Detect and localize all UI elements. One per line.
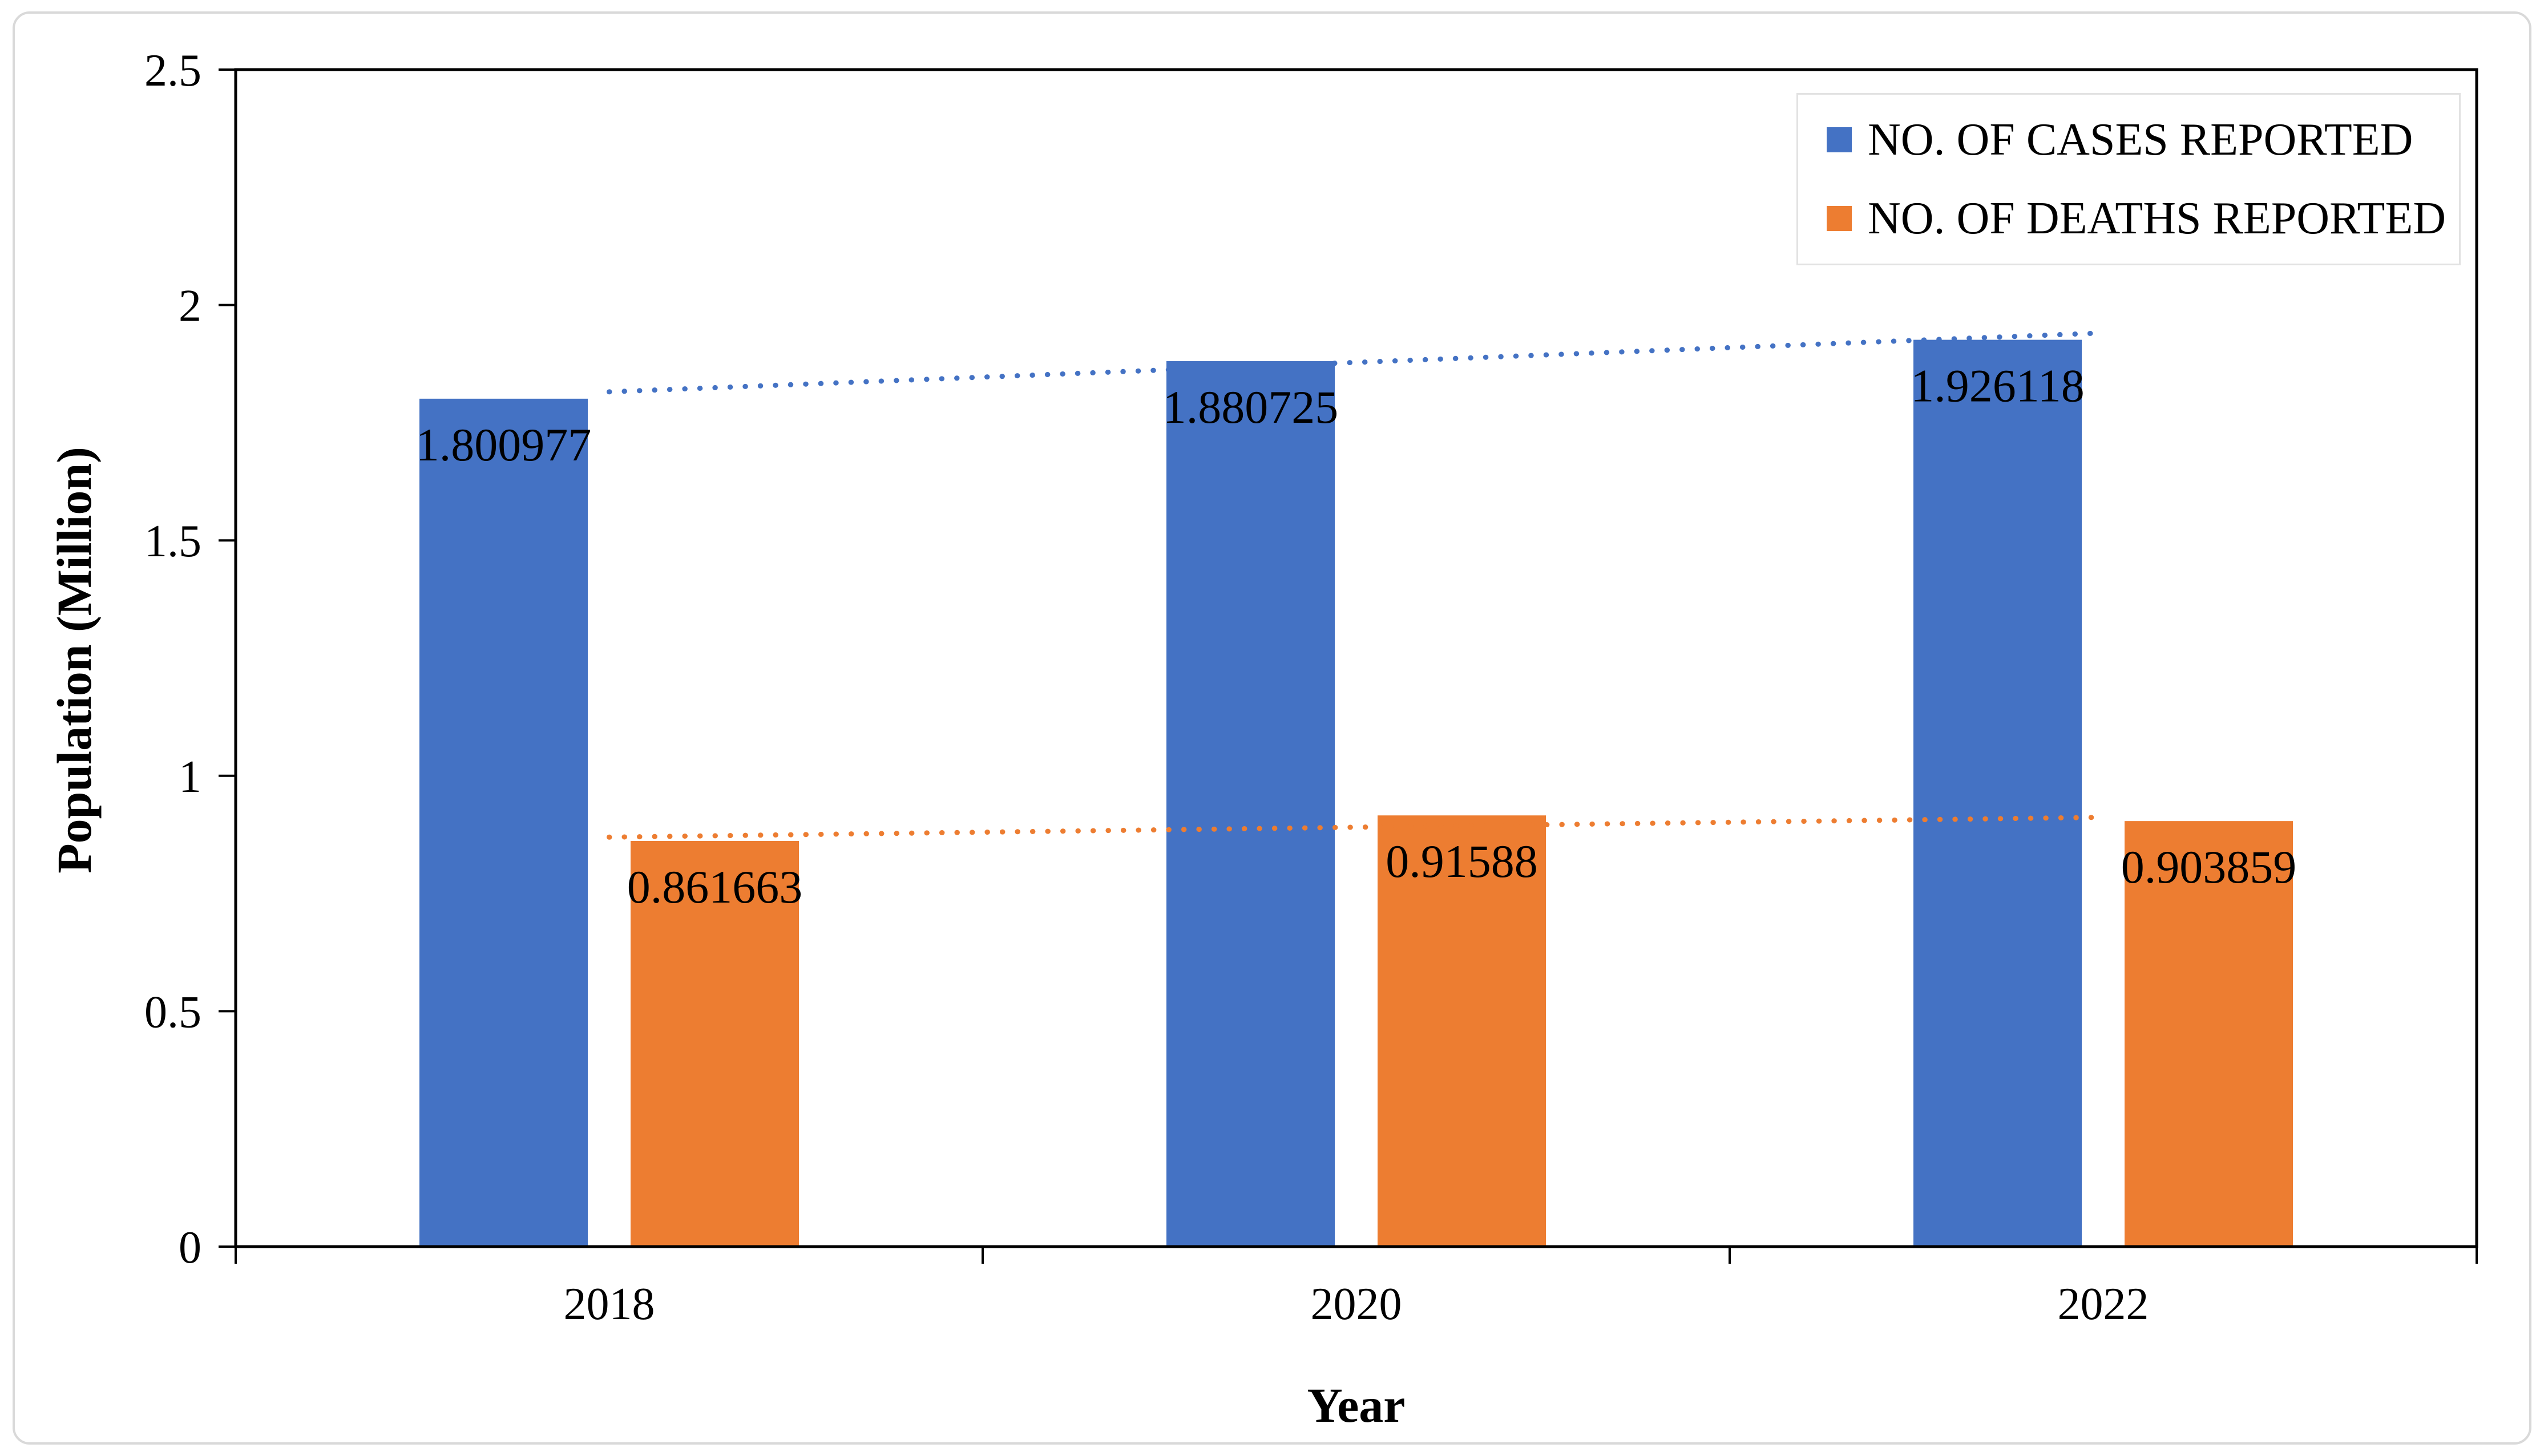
bar-no-of-deaths-reported-2018 — [631, 840, 799, 1247]
legend-label-deaths: NO. OF DEATHS REPORTED — [1868, 193, 2446, 244]
chart-legend: NO. OF CASES REPORTED NO. OF DEATHS REPO… — [1796, 93, 2461, 265]
data-label-no-of-cases-reported-2020: 1.880725 — [1163, 381, 1339, 433]
y-tick-label-0: 0 — [179, 1223, 201, 1273]
y-tick-label-1: 1 — [179, 752, 201, 802]
legend-item-deaths: NO. OF DEATHS REPORTED — [1827, 196, 2459, 241]
x-category-label-2020: 2020 — [1311, 1279, 1402, 1329]
bar-no-of-deaths-reported-2022 — [2125, 821, 2293, 1247]
x-category-label-2018: 2018 — [564, 1279, 655, 1329]
bar-no-of-deaths-reported-2020 — [1378, 815, 1546, 1247]
bar-no-of-cases-reported-2020 — [1166, 361, 1335, 1247]
bar-no-of-cases-reported-2018 — [419, 398, 588, 1247]
y-tick-label-2: 2 — [179, 281, 201, 331]
legend-swatch-deaths-icon — [1827, 206, 1852, 231]
data-label-no-of-cases-reported-2018: 1.800977 — [416, 419, 592, 471]
y-axis-title: Population (Million) — [47, 447, 102, 873]
trendline-no-of-cases-reported — [607, 330, 2106, 395]
data-label-no-of-deaths-reported-2020: 0.91588 — [1386, 835, 1538, 887]
x-axis-title: Year — [1307, 1378, 1406, 1433]
legend-item-cases: NO. OF CASES REPORTED — [1827, 117, 2459, 163]
trendline-no-of-deaths-reported — [607, 814, 2106, 840]
data-label-no-of-deaths-reported-2022: 0.903859 — [2121, 841, 2297, 893]
y-tick-label-2.5: 2.5 — [144, 46, 201, 96]
legend-label-cases: NO. OF CASES REPORTED — [1868, 115, 2413, 165]
legend-swatch-cases-icon — [1827, 127, 1852, 152]
plot-area-border — [234, 68, 2478, 1248]
bar-no-of-cases-reported-2022 — [1913, 339, 2082, 1247]
data-label-no-of-cases-reported-2022: 1.926118 — [1911, 360, 2084, 412]
y-tick-label-1.5: 1.5 — [144, 516, 201, 567]
y-tick-label-0.5: 0.5 — [144, 987, 201, 1037]
x-category-label-2022: 2022 — [2058, 1279, 2149, 1329]
data-label-no-of-deaths-reported-2018: 0.861663 — [627, 861, 803, 913]
